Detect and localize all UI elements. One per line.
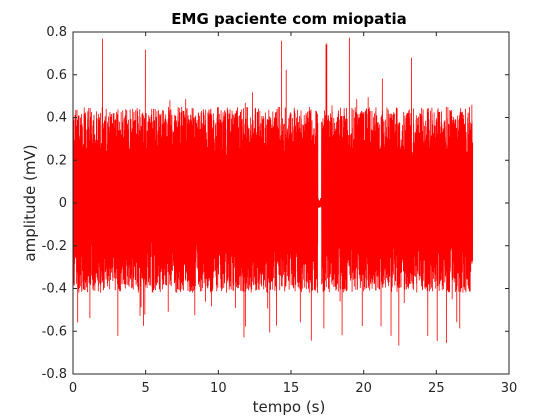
- y-tick-label: 0.8: [46, 25, 67, 40]
- x-tick-label: 10: [210, 381, 227, 396]
- x-tick-label: 25: [428, 381, 445, 396]
- y-tick-label: 0.6: [46, 68, 67, 83]
- y-tick-label: -0.8: [42, 367, 67, 382]
- y-axis-label: amplitude (mV): [21, 144, 39, 261]
- y-tick-label: 0.2: [46, 153, 67, 168]
- x-tick-label: 5: [142, 381, 150, 396]
- x-tick-label: 0: [69, 381, 77, 396]
- x-tick-label: 20: [355, 381, 372, 396]
- y-axis-ticks: -0.8 -0.6 -0.4 -0.2 0 0.2 0.4 0.6 0.8: [42, 25, 509, 382]
- y-tick-label: 0.4: [46, 111, 67, 126]
- y-tick-label: -0.6: [42, 324, 67, 339]
- emg-signal-layer: [72, 37, 474, 346]
- x-axis-ticks: 0 5 10 15 20 25 30: [69, 32, 517, 396]
- x-tick-label: 30: [501, 381, 518, 396]
- y-tick-label: -0.4: [42, 282, 67, 297]
- y-tick-label: -0.2: [42, 239, 67, 254]
- chart-title: EMG paciente com miopatia: [171, 10, 406, 28]
- emg-series-line: [72, 37, 474, 346]
- y-tick-label: 0: [59, 196, 67, 211]
- x-axis-label: tempo (s): [253, 398, 326, 416]
- x-tick-label: 15: [283, 381, 300, 396]
